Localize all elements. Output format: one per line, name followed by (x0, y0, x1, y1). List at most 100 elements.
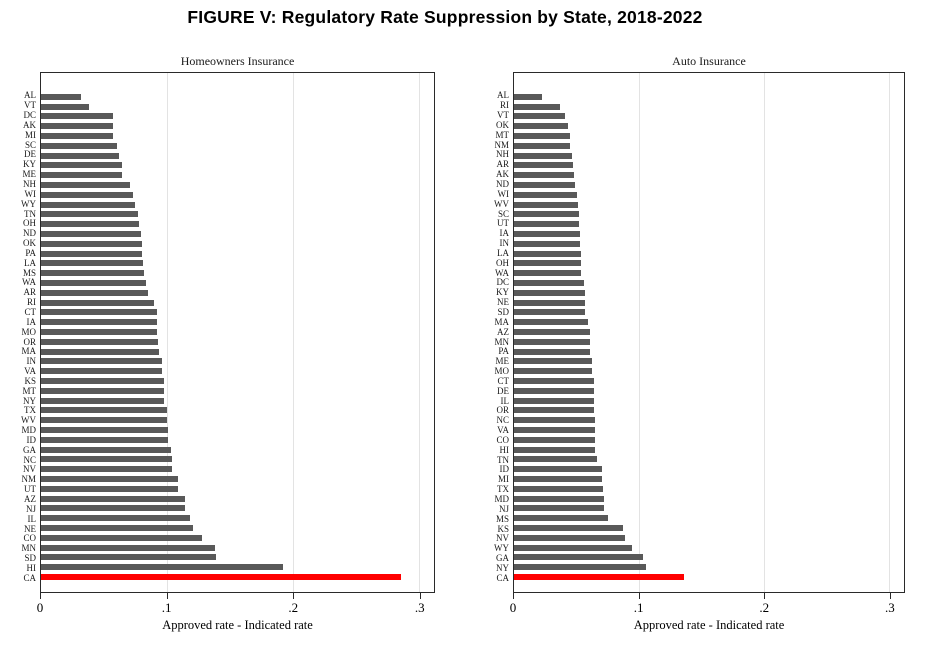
y-axis-label-row: NJ (483, 504, 509, 514)
bar-row (41, 308, 434, 318)
bar-row (41, 474, 434, 484)
y-axis-label-row: NH (483, 150, 509, 160)
y-axis-label-row: CA (10, 573, 36, 583)
bar-row (41, 317, 434, 327)
bar-row (514, 464, 904, 474)
bar-row (514, 484, 904, 494)
bar-row (514, 268, 904, 278)
bar-row (41, 366, 434, 376)
bar-row (41, 386, 434, 396)
y-axis-label-md: MD (494, 494, 509, 505)
bar-wv (41, 417, 167, 424)
x-tick-label: .3 (885, 600, 895, 615)
y-axis-label-me: ME (495, 356, 510, 367)
bar-row (41, 552, 434, 562)
y-axis-label-mn: MN (494, 336, 509, 347)
y-axis-label-sd: SD (24, 553, 36, 564)
y-axis-label-vt: VT (497, 110, 509, 121)
y-axis-label-ca: CA (23, 572, 36, 583)
y-axis-label-row: CO (10, 534, 36, 544)
y-axis-label-row: AZ (483, 327, 509, 337)
bar-row (514, 112, 904, 122)
bar-row (41, 161, 434, 171)
y-axis-label-ri: RI (500, 100, 509, 111)
y-axis-label-tx: TX (24, 405, 36, 416)
y-axis-label-row: NV (10, 465, 36, 475)
y-axis-label-row: TX (10, 406, 36, 416)
gridline (764, 73, 765, 592)
y-axis-label-dc: DC (496, 277, 509, 288)
bar-row (514, 229, 904, 239)
bar-row (514, 415, 904, 425)
y-axis-label-ia: IA (499, 228, 510, 239)
y-axis-label-wi: WI (497, 188, 510, 199)
bar-vt (41, 103, 89, 110)
x-tick-label: .2 (288, 600, 299, 615)
bar-row (514, 249, 904, 259)
y-axis-label-ar: AR (23, 287, 36, 298)
bar-row (41, 151, 434, 161)
y-axis-label-row: HI (483, 445, 510, 455)
bar-ga (41, 446, 171, 453)
bar-row (514, 278, 904, 288)
bar-hi (41, 564, 283, 571)
bar-row (41, 268, 434, 278)
y-axis-label-row: MS (483, 514, 509, 524)
bar-ne (514, 299, 586, 306)
bar-row (514, 357, 904, 367)
y-axis-label-row: ND (483, 180, 509, 190)
bar-row (514, 190, 904, 200)
y-axis-label-row: TX (483, 485, 509, 495)
bar-ks (514, 524, 623, 531)
y-axis-label-va: VA (497, 425, 509, 436)
y-axis-label-or: OR (496, 405, 509, 416)
bar-la (41, 260, 144, 267)
bar-ct (514, 378, 594, 384)
y-axis-label-nv: NV (23, 464, 36, 475)
y-axis-label-ne: NE (497, 297, 509, 308)
x-tick (419, 593, 421, 599)
bar-row (514, 552, 904, 562)
y-axis-label-ma: MA (21, 346, 36, 357)
x-axis-label: Approved rate - Indicated rate (633, 618, 785, 632)
bar-ky (41, 162, 122, 169)
bar-co (41, 534, 203, 541)
bar-row (41, 200, 434, 210)
y-axis-label-pa: PA (498, 346, 509, 357)
y-axis-label-mn: MN (21, 543, 36, 554)
x-tick-label: .2 (759, 600, 770, 615)
y-axis-label-row: SD (483, 307, 509, 318)
bar-tn (514, 456, 597, 463)
bar-sc (41, 142, 117, 149)
y-axis-label-me: ME (22, 169, 37, 180)
y-axis-label-ma: MA (494, 316, 509, 327)
x-tick-label: .1 (161, 600, 172, 615)
bar-dc (514, 280, 584, 287)
bar-row (514, 425, 904, 435)
y-axis-label-row: AK (483, 170, 509, 180)
bar-row (41, 190, 434, 200)
y-axis-label-row: VA (10, 367, 36, 377)
y-axis-label-nm: NM (494, 139, 509, 150)
bar-row (41, 121, 434, 131)
y-axis-label-ms: MS (495, 513, 509, 524)
y-axis-label-nd: ND (23, 228, 36, 239)
bar-row (514, 219, 904, 229)
y-axis-label-row: OK (483, 120, 509, 131)
y-axis-label-row: MS (10, 268, 36, 278)
y-axis-label-tx: TX (497, 484, 509, 495)
y-axis-label-row: OR (483, 406, 509, 416)
y-axis-label-row: DC (10, 111, 36, 121)
y-axis-label-row: IN (10, 357, 37, 367)
y-axis-label-dc: DC (23, 110, 36, 121)
y-axis-label-mt: MT (495, 129, 510, 140)
bar-va (514, 426, 596, 433)
y-axis-label-row: IA (483, 228, 510, 239)
plot-area (40, 72, 435, 593)
bar-vt (514, 113, 566, 120)
y-axis-label-row: WI (483, 188, 510, 199)
bar-row (514, 543, 904, 553)
y-axis-label-row: WA (10, 278, 36, 288)
y-axis-label-row: KY (10, 160, 36, 170)
y-axis-label-row: UT (10, 485, 36, 495)
